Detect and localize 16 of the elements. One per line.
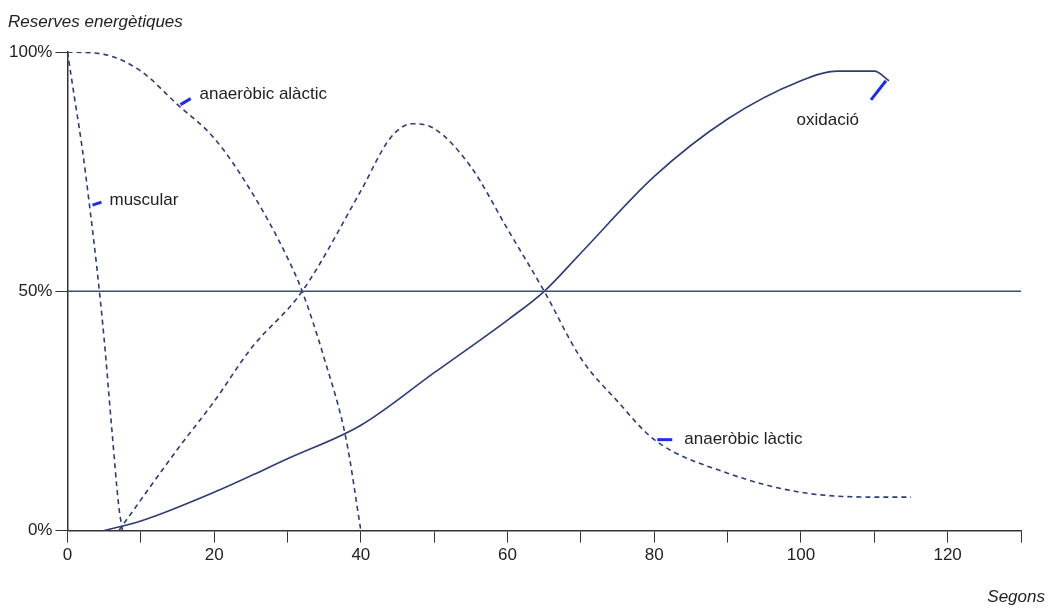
x-tick-label: 80 (644, 545, 664, 565)
y-tick-label: 0% (27, 520, 53, 540)
x-tick-label: 60 (498, 545, 518, 565)
x-tick-label: 100 (786, 545, 816, 565)
x-tick-label: 20 (204, 545, 224, 565)
x-axis-title: Segons (987, 587, 1045, 607)
series-label: anaeròbic làctic (684, 429, 803, 449)
x-tick-label: 0 (62, 545, 73, 565)
x-tick-label: 40 (351, 545, 371, 565)
x-tick-label: 120 (933, 545, 962, 565)
series-label: oxidació (796, 110, 859, 130)
series-label: anaeròbic alàctic (199, 84, 328, 104)
y-tick-label: 100% (9, 41, 53, 61)
series-label: muscular (109, 189, 179, 209)
y-tick-label: 50% (18, 280, 53, 300)
y-axis-title: Reserves energètiques (8, 12, 183, 32)
